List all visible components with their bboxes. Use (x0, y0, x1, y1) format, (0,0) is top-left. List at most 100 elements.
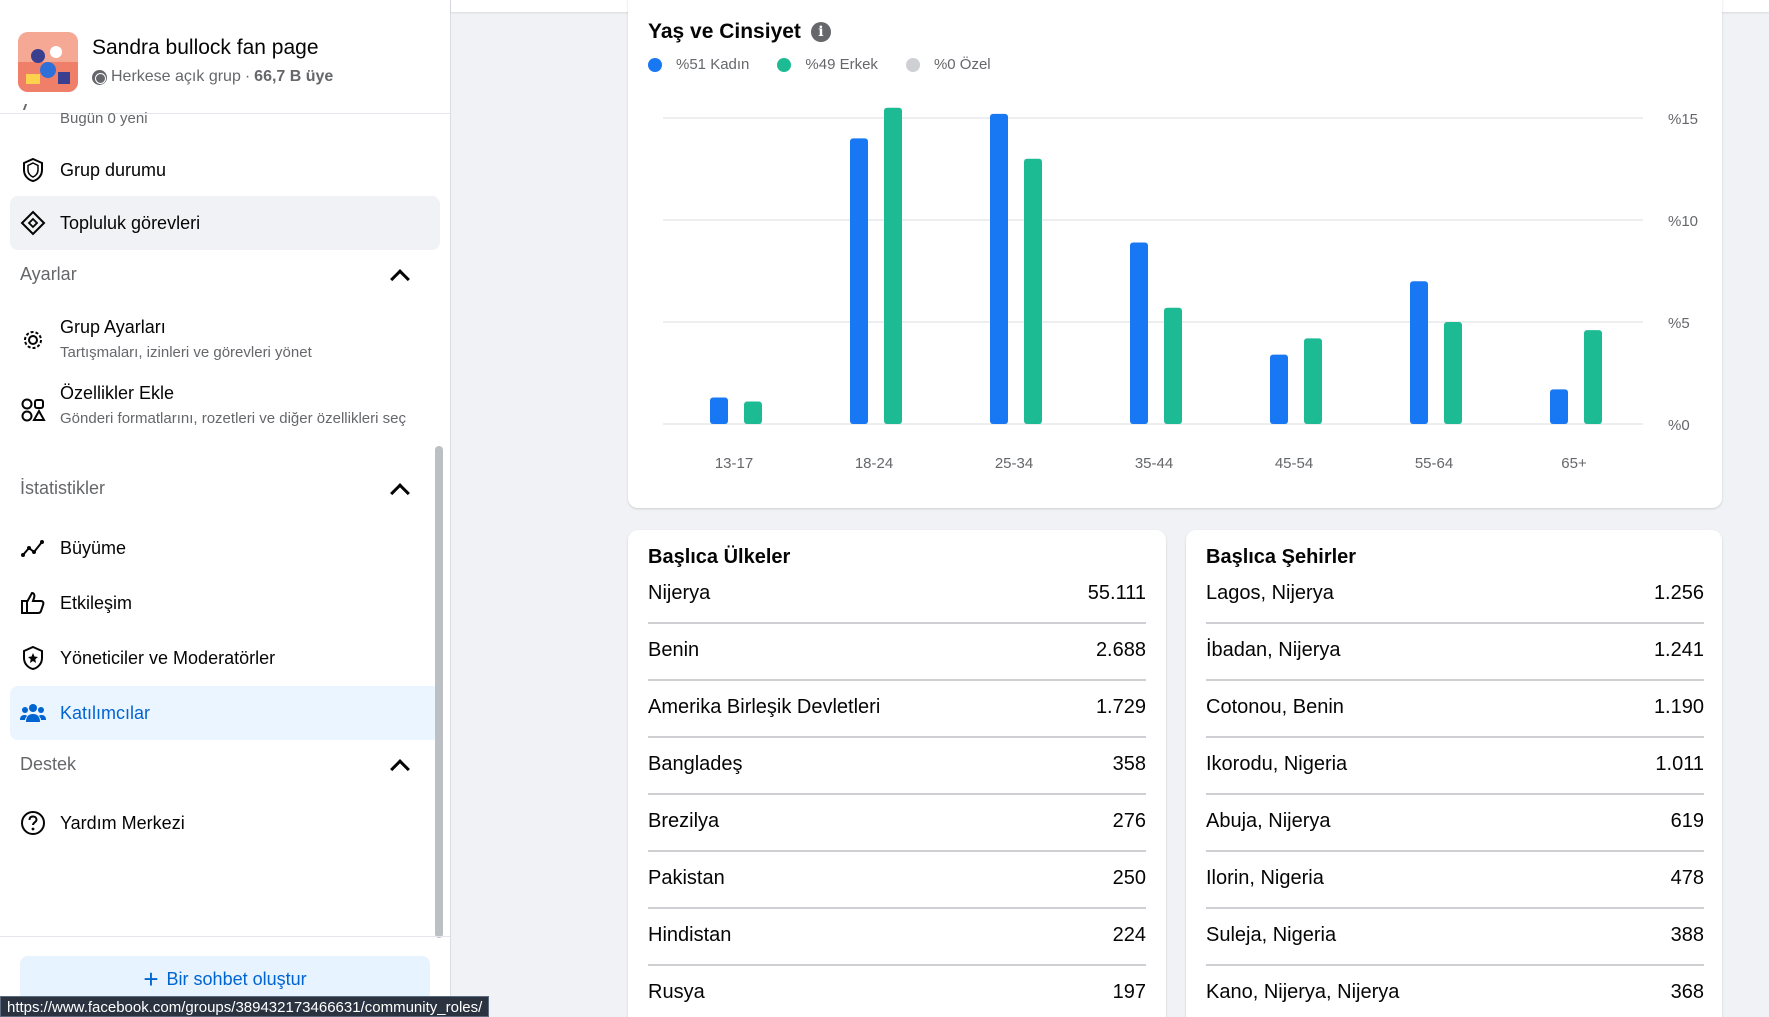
sidebar-divider (0, 936, 450, 937)
shield-icon (23, 157, 43, 183)
legend-item-female: %51 Kadın (648, 56, 749, 73)
sidebar-item-community-roles[interactable]: Topluluk görevleri (10, 196, 440, 250)
group-header[interactable]: Sandra bullock fan page Herkese açık gru… (0, 12, 450, 114)
badge-star-icon (23, 645, 43, 671)
country-name: Nijerya (648, 582, 711, 604)
list-item: Amerika Birleşik Devletleri 1.729 (648, 696, 1146, 753)
city-name: Kano, Nijerya, Nijerya (1206, 981, 1400, 1003)
group-privacy: Herkese açık grup (111, 68, 241, 85)
row-divider (648, 736, 1146, 738)
chevron-up-icon[interactable] (390, 269, 410, 289)
create-chat-label: Bir sohbet oluştur (166, 968, 307, 989)
row-divider (1206, 736, 1704, 738)
country-count: 55.111 (1087, 582, 1146, 604)
group-members[interactable]: 66,7 B üye (254, 68, 334, 85)
info-icon[interactable]: i (810, 22, 831, 42)
city-name: Lagos, Nijerya (1206, 582, 1334, 604)
top-countries-card: Başlıca Ülkeler Nijerya 55.111 Benin 2.688… (628, 530, 1166, 1017)
chart-legend: %51 Kadın %49 Erkek %0 Özel (648, 56, 991, 73)
globe-icon (92, 69, 107, 85)
sidebar-item-engagement[interactable]: Etkileşim (10, 576, 440, 630)
list-item: Nijerya 55.111 (648, 582, 1146, 639)
y-tick-label: %10 (1668, 213, 1698, 230)
legend-item-male: %49 Erkek (777, 56, 878, 73)
group-avatar[interactable] (18, 32, 78, 92)
bar-female[interactable] (1410, 281, 1428, 424)
sidebar-item-participants[interactable]: Katılımcılar (10, 686, 440, 740)
row-divider (648, 793, 1146, 795)
sidebar-item-label: Etkileşim (60, 592, 133, 613)
country-name: Bangladeş (648, 753, 743, 775)
top-cities-title: Başlıca Şehirler (1206, 546, 1357, 568)
top-countries-list: Nijerya 55.111 Benin 2.688 Amerika Birleşi… (648, 582, 1146, 1017)
list-item: Bangladeş 358 (648, 753, 1146, 810)
sidebar-item-group-status[interactable]: Grup durumu (10, 143, 440, 197)
row-divider (648, 622, 1146, 624)
legend-label-male: %49 Erkek (805, 56, 878, 73)
group-name[interactable]: Sandra bullock fan page (92, 36, 319, 59)
sidebar: Sandra bullock fan page Herkese açık gru… (0, 0, 451, 1017)
row-divider (1206, 850, 1704, 852)
sidebar-scrollbar[interactable] (435, 446, 443, 938)
sidebar-item-add-features[interactable]: Özellikler Ekle Gönderi formatlarını, ro… (10, 373, 440, 453)
status-bar-url: https://www.facebook.com/groups/38943217… (0, 996, 490, 1017)
sidebar-item-label: Yöneticiler ve Moderatörler (60, 647, 276, 668)
age-gender-title-row: Yaş ve Cinsiyet i (648, 20, 831, 44)
legend-dot-custom (905, 57, 920, 72)
growth-icon (21, 540, 44, 557)
list-item: Lagos, Nijerya 1.256 (1206, 582, 1704, 639)
list-item: Rusya 197 (648, 981, 1146, 1017)
bar-male[interactable] (1584, 330, 1602, 424)
bar-male[interactable] (1164, 307, 1182, 424)
section-title-settings: Ayarlar (20, 264, 77, 284)
country-name: Rusya (648, 981, 705, 1003)
list-item: Brezilya 276 (648, 810, 1146, 867)
country-count: 2.688 (1095, 639, 1146, 661)
thumbs-up-icon (21, 591, 45, 614)
top-cities-card: Başlıca Şehirler Lagos, Nijerya 1.256 İba… (1186, 530, 1722, 1017)
row-divider (1206, 622, 1704, 624)
sidebar-item-label: Grup Ayarları (60, 317, 166, 337)
city-count: 1.256 (1653, 582, 1704, 604)
bar-female[interactable] (1270, 354, 1288, 424)
list-item: Suleja, Nigeria 388 (1206, 924, 1704, 981)
diamond-icon (20, 210, 46, 236)
country-count: 197 (1112, 981, 1146, 1003)
plus-icon: + (143, 964, 159, 994)
city-count: 1.190 (1653, 696, 1704, 718)
city-count: 368 (1670, 981, 1704, 1003)
sidebar-item-label: Büyüme (60, 537, 127, 558)
list-item: İbadan, Nijerya 1.241 (1206, 639, 1704, 696)
bar-female[interactable] (1550, 389, 1568, 424)
country-name: Hindistan (648, 924, 732, 946)
chevron-up-icon[interactable] (390, 483, 410, 503)
city-name: Suleja, Nigeria (1206, 924, 1337, 946)
bar-male[interactable] (1444, 322, 1462, 424)
city-name: Ilorin, Nigeria (1206, 867, 1324, 889)
bar-male[interactable] (1024, 158, 1042, 425)
bar-male[interactable] (884, 107, 902, 425)
bar-male[interactable] (744, 401, 762, 424)
sidebar-item-group-settings[interactable]: Grup Ayarları Tartışmaları, izinleri ve … (10, 307, 440, 373)
bar-female[interactable] (710, 397, 728, 424)
sidebar-item-label: Grup durumu (60, 159, 167, 180)
create-chat-button[interactable]: + Bir sohbet oluştur (20, 956, 430, 1002)
sidebar-item-growth[interactable]: Büyüme (10, 521, 440, 575)
bar-male[interactable] (1304, 338, 1322, 424)
x-tick-label: 18-24 (855, 455, 893, 472)
country-count: 250 (1112, 867, 1146, 889)
bar-female[interactable] (1130, 242, 1148, 424)
x-tick-label: 35-44 (1135, 455, 1173, 472)
city-name: Abuja, Nijerya (1206, 810, 1331, 832)
sidebar-item-help-center[interactable]: Yardım Merkezi (10, 796, 440, 850)
bar-female[interactable] (990, 113, 1008, 425)
bar-female[interactable] (850, 138, 868, 424)
people-icon (20, 704, 46, 722)
city-count: 619 (1670, 810, 1704, 832)
row-divider (1206, 964, 1704, 966)
city-name: İbadan, Nijerya (1206, 639, 1341, 661)
chevron-up-icon[interactable] (390, 759, 410, 779)
sidebar-item-admins-moderators[interactable]: Yöneticiler ve Moderatörler (10, 631, 440, 685)
list-item: Pakistan 250 (648, 867, 1146, 924)
country-count: 276 (1112, 810, 1146, 832)
